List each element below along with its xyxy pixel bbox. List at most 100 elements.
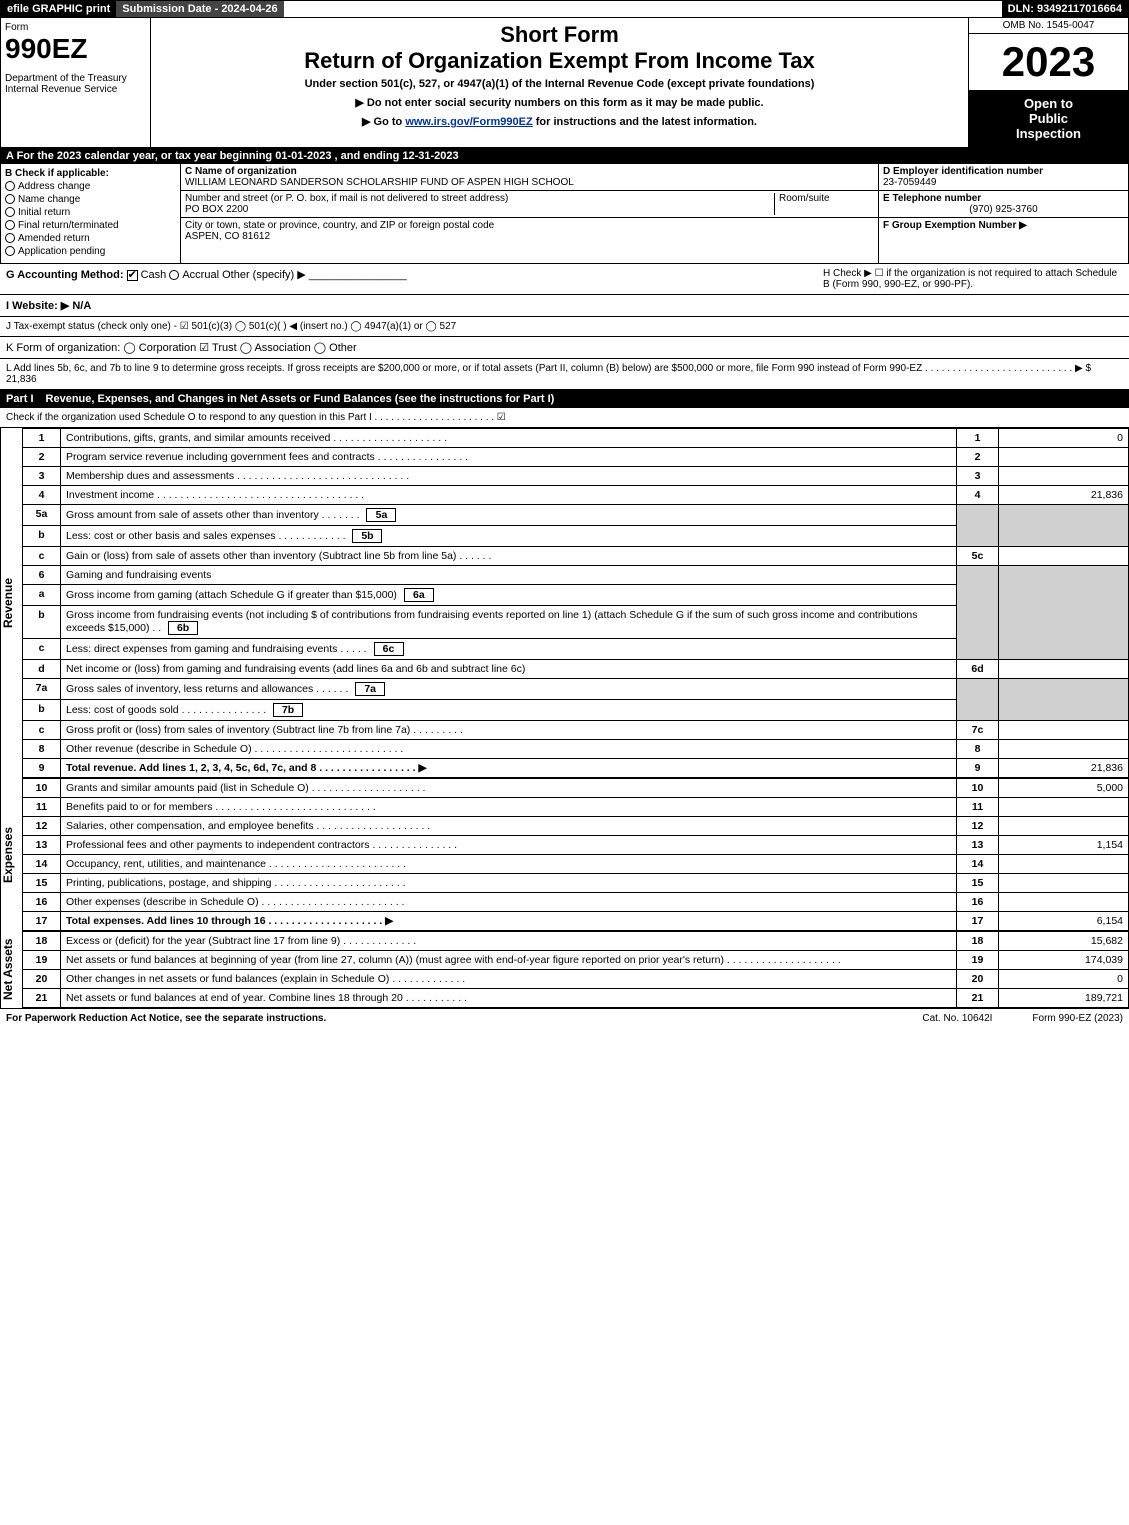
return-title: Return of Organization Exempt From Incom… [155, 48, 964, 74]
open-public: Open to Public Inspection [969, 90, 1128, 147]
group-label: F Group Exemption Number ▶ [883, 220, 1124, 231]
line-16: 16Other expenses (describe in Schedule O… [23, 893, 1129, 912]
line-7c: cGross profit or (loss) from sales of in… [23, 721, 1129, 740]
row-g: G Accounting Method: Cash Accrual Other … [0, 264, 1129, 295]
part1-title: Revenue, Expenses, and Changes in Net As… [46, 393, 555, 405]
instr-ssn: ▶ Do not enter social security numbers o… [155, 96, 964, 109]
line-6d: dNet income or (loss) from gaming and fu… [23, 660, 1129, 679]
row-k: K Form of organization: ◯ Corporation ☑ … [0, 337, 1129, 359]
submission-date: Submission Date - 2024-04-26 [116, 1, 283, 17]
short-form-title: Short Form [155, 22, 964, 48]
line-a: A For the 2023 calendar year, or tax yea… [0, 148, 1129, 164]
footer-right: Form 990-EZ (2023) [1032, 1013, 1123, 1024]
header-left: Form 990EZ Department of the Treasury In… [1, 18, 151, 147]
org-name: WILLIAM LEONARD SANDERSON SCHOLARSHIP FU… [185, 177, 874, 188]
header-right: OMB No. 1545-0047 2023 Open to Public In… [968, 18, 1128, 147]
efile-label[interactable]: efile GRAPHIC print [1, 1, 116, 17]
line-7a: 7aGross sales of inventory, less returns… [23, 679, 1129, 700]
row-j: J Tax-exempt status (check only one) - ☑… [0, 317, 1129, 337]
chk-cash[interactable] [127, 270, 138, 281]
omb-no: OMB No. 1545-0047 [969, 18, 1128, 34]
c-name-row: C Name of organization WILLIAM LEONARD S… [181, 164, 878, 191]
line-5a: 5aGross amount from sale of assets other… [23, 505, 1129, 526]
form-header: Form 990EZ Department of the Treasury In… [0, 18, 1129, 148]
instr-goto: ▶ Go to www.irs.gov/Form990EZ for instru… [155, 115, 964, 128]
side-expenses: Expenses [0, 778, 22, 931]
c-name-label: C Name of organization [185, 166, 874, 177]
line-5c: cGain or (loss) from sale of assets othe… [23, 547, 1129, 566]
phone-row: E Telephone number (970) 925-3760 [879, 191, 1128, 218]
line-10: 10Grants and similar amounts paid (list … [23, 779, 1129, 798]
part1-label: Part I [6, 393, 34, 405]
open-1: Open to [973, 96, 1124, 111]
page-footer: For Paperwork Reduction Act Notice, see … [0, 1008, 1129, 1028]
expenses-table: 10Grants and similar amounts paid (list … [22, 778, 1129, 931]
line-4: 4Investment income . . . . . . . . . . .… [23, 486, 1129, 505]
phone-value: (970) 925-3760 [883, 204, 1124, 215]
open-3: Inspection [973, 126, 1124, 141]
line-19: 19Net assets or fund balances at beginni… [23, 951, 1129, 970]
part1-header: Part I Revenue, Expenses, and Changes in… [0, 390, 1129, 408]
street-value: PO BOX 2200 [185, 204, 774, 215]
revenue-section: Revenue 1Contributions, gifts, grants, a… [0, 428, 1129, 778]
col-d: D Employer identification number 23-7059… [878, 164, 1128, 263]
revenue-table: 1Contributions, gifts, grants, and simil… [22, 428, 1129, 778]
section-bc: B Check if applicable: Address change Na… [0, 164, 1129, 264]
group-row: F Group Exemption Number ▶ [879, 218, 1128, 233]
row-l: L Add lines 5b, 6c, and 7b to line 9 to … [0, 359, 1129, 390]
c-city-row: City or town, state or province, country… [181, 218, 878, 244]
chk-accrual[interactable] [169, 270, 179, 280]
ein-label: D Employer identification number [883, 166, 1124, 177]
line-1: 1Contributions, gifts, grants, and simil… [23, 429, 1129, 448]
netassets-section: Net Assets 18Excess or (deficit) for the… [0, 931, 1129, 1008]
dept-label: Department of the Treasury Internal Reve… [5, 73, 146, 95]
phone-label: E Telephone number [883, 193, 1124, 204]
line-3: 3Membership dues and assessments . . . .… [23, 467, 1129, 486]
city-label: City or town, state or province, country… [185, 220, 874, 231]
chk-initial: Initial return [5, 207, 176, 218]
chk-final: Final return/terminated [5, 220, 176, 231]
street-label: Number and street (or P. O. box, if mail… [185, 193, 774, 204]
irs-link[interactable]: www.irs.gov/Form990EZ [405, 116, 532, 128]
net-table: 18Excess or (deficit) for the year (Subt… [22, 931, 1129, 1008]
top-bar: efile GRAPHIC print Submission Date - 20… [0, 0, 1129, 18]
col-b: B Check if applicable: Address change Na… [1, 164, 181, 263]
col-c: C Name of organization WILLIAM LEONARD S… [181, 164, 878, 263]
c-street-row: Number and street (or P. O. box, if mail… [181, 191, 878, 218]
tax-year: 2023 [969, 34, 1128, 90]
line-18: 18Excess or (deficit) for the year (Subt… [23, 932, 1129, 951]
b-heading: B Check if applicable: [5, 168, 176, 179]
line-17: 17Total expenses. Add lines 10 through 1… [23, 912, 1129, 931]
instr-goto-pre: ▶ Go to [362, 116, 405, 128]
row-i: I Website: ▶ N/A [0, 295, 1129, 317]
under-section: Under section 501(c), 527, or 4947(a)(1)… [155, 78, 964, 90]
open-2: Public [973, 111, 1124, 126]
chk-name: Name change [5, 194, 176, 205]
side-revenue: Revenue [0, 428, 22, 778]
line-11: 11Benefits paid to or for members . . . … [23, 798, 1129, 817]
chk-pending: Application pending [5, 246, 176, 257]
header-center: Short Form Return of Organization Exempt… [151, 18, 968, 147]
line-13: 13Professional fees and other payments t… [23, 836, 1129, 855]
room-label: Room/suite [774, 193, 874, 215]
expenses-section: Expenses 10Grants and similar amounts pa… [0, 778, 1129, 931]
line-20: 20Other changes in net assets or fund ba… [23, 970, 1129, 989]
footer-left: For Paperwork Reduction Act Notice, see … [6, 1013, 326, 1024]
line-2: 2Program service revenue including gover… [23, 448, 1129, 467]
form-number: 990EZ [5, 33, 146, 65]
form-label: Form [5, 22, 146, 33]
line-8: 8Other revenue (describe in Schedule O) … [23, 740, 1129, 759]
dln: DLN: 93492117016664 [1002, 1, 1128, 17]
line-9: 9Total revenue. Add lines 1, 2, 3, 4, 5c… [23, 759, 1129, 778]
line-6: 6Gaming and fundraising events [23, 566, 1129, 585]
footer-cat: Cat. No. 10642I [922, 1013, 992, 1024]
ein-value: 23-7059449 [883, 177, 1124, 188]
side-net: Net Assets [0, 931, 22, 1008]
chk-address: Address change [5, 181, 176, 192]
line-21: 21Net assets or fund balances at end of … [23, 989, 1129, 1008]
g-label: G Accounting Method: [6, 269, 124, 281]
ein-row: D Employer identification number 23-7059… [879, 164, 1128, 191]
city-value: ASPEN, CO 81612 [185, 231, 874, 242]
line-15: 15Printing, publications, postage, and s… [23, 874, 1129, 893]
line-14: 14Occupancy, rent, utilities, and mainte… [23, 855, 1129, 874]
